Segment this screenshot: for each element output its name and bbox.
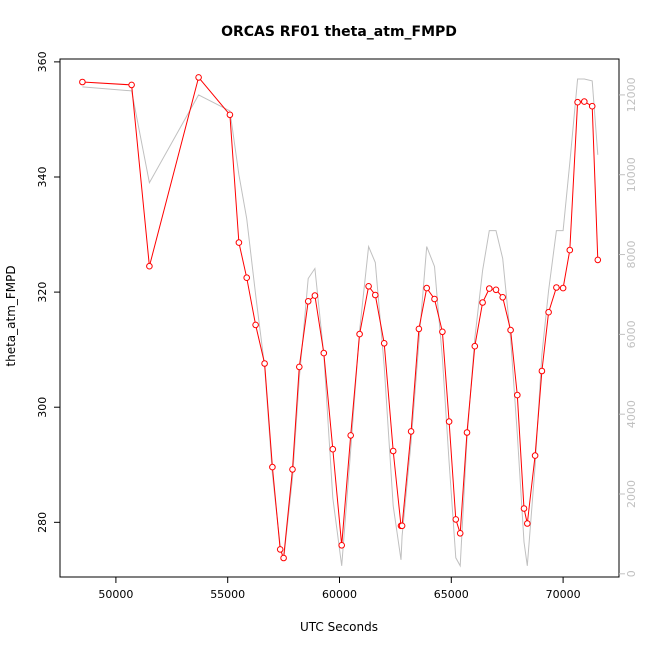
- chart-title: ORCAS RF01 theta_atm_FMPD: [221, 24, 457, 40]
- theta-point-24: [389, 447, 397, 455]
- theta-point-28: [415, 325, 423, 333]
- theta-point-8: [261, 360, 268, 367]
- theta-point-7: [252, 321, 259, 329]
- theta-point-43: [520, 505, 528, 512]
- x-tick-label-3: 65000: [434, 588, 469, 601]
- y-tick-label-3: 340: [36, 166, 49, 187]
- theta-point-12: [289, 466, 296, 473]
- series-layer: [79, 74, 602, 568]
- theta-point-5: [235, 239, 243, 246]
- theta-point-49: [559, 284, 567, 292]
- theta-point-0: [79, 78, 86, 86]
- theta-point-48: [553, 284, 560, 291]
- altitude-line: [82, 78, 599, 568]
- y2-tick-label-1: 2000: [625, 480, 638, 508]
- theta-point-20: [356, 330, 363, 338]
- theta-point-45: [531, 452, 539, 459]
- theta-point-35: [463, 429, 471, 436]
- theta-point-37: [479, 299, 486, 306]
- theta-point-3: [195, 74, 202, 81]
- x-tick-label-0: 50000: [98, 588, 133, 601]
- theta-point-40: [499, 294, 507, 301]
- y2-tick-label-6: 12000: [625, 77, 638, 112]
- y2-axis-right: 0 2000 4000 6000 8000 10000 12000: [619, 77, 638, 577]
- theta-point-54: [594, 256, 602, 264]
- y-axis: 280 300 320 340 360: [36, 51, 60, 533]
- y-tick-label-4: 360: [36, 51, 49, 72]
- theta-point-15: [311, 292, 319, 299]
- theta-point-17: [329, 445, 337, 453]
- y-tick-label-2: 320: [36, 282, 49, 303]
- theta-point-32: [445, 418, 453, 425]
- theta-point-50: [566, 246, 574, 254]
- theta-point-2: [146, 262, 153, 270]
- y2-tick-label-4: 8000: [625, 241, 638, 269]
- theta-point-22: [372, 291, 379, 299]
- theta-point-46: [538, 367, 546, 375]
- theta-point-47: [545, 308, 552, 316]
- theta-point-9: [269, 463, 276, 471]
- theta-point-21: [365, 283, 372, 290]
- theta-point-19: [347, 432, 355, 439]
- theta-point-44: [524, 520, 531, 527]
- y2-tick-label-2: 4000: [625, 400, 638, 428]
- theta-point-41: [507, 326, 514, 334]
- y2-tick-label-3: 6000: [625, 320, 638, 348]
- theta-point-1: [128, 81, 135, 89]
- x-tick-label-4: 70000: [546, 588, 581, 601]
- theta-point-39: [492, 286, 500, 294]
- theta-point-33: [452, 516, 460, 523]
- x-axis-label: UTC Seconds: [300, 620, 378, 634]
- y-tick-label-0: 280: [36, 512, 49, 533]
- theta-point-4: [226, 111, 234, 119]
- theta-point-18: [338, 542, 346, 549]
- x-tick-label-2: 60000: [322, 588, 357, 601]
- theta-point-29: [423, 284, 431, 292]
- theta-point-23: [380, 340, 388, 347]
- theta-point-53: [588, 102, 596, 110]
- theta-point-10: [276, 546, 284, 553]
- y-axis-label: theta_atm_FMPD: [4, 265, 18, 366]
- theta-point-27: [407, 428, 415, 435]
- theta-point-30: [431, 295, 438, 303]
- y2-tick-label-0: 0: [625, 570, 638, 577]
- plot-frame: [59, 58, 620, 578]
- x-axis: 50000 55000 60000 65000 70000: [98, 577, 581, 601]
- theta-point-6: [243, 274, 250, 282]
- theta-point-13: [296, 363, 303, 371]
- theta-point-26: [398, 522, 406, 530]
- theta-point-16: [320, 349, 328, 357]
- y2-tick-label-5: 10000: [625, 157, 638, 192]
- theta-point-51: [574, 98, 581, 106]
- y-tick-label-1: 300: [36, 397, 49, 418]
- theta-point-34: [456, 530, 464, 537]
- theta-point-52: [581, 98, 588, 105]
- theta-point-36: [471, 342, 479, 350]
- theta-point-31: [439, 328, 446, 336]
- theta-point-42: [514, 391, 521, 399]
- theta-point-38: [486, 285, 493, 292]
- theta-point-11: [280, 554, 287, 562]
- theta-point-14: [304, 298, 312, 305]
- x-tick-label-1: 55000: [210, 588, 245, 601]
